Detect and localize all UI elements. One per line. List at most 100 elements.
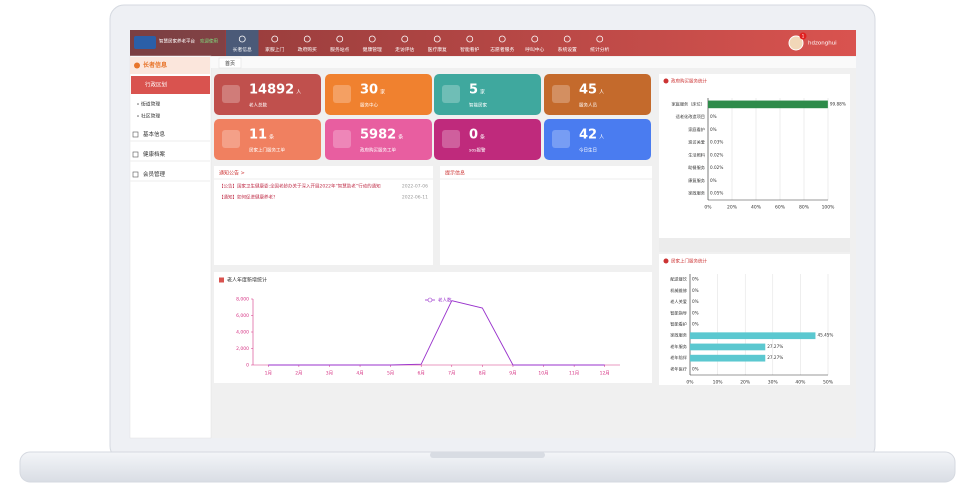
y-tick-label: 老年服务 <box>670 343 688 350</box>
nav-item[interactable]: 长者信息 <box>233 46 252 53</box>
chart-title: 政府购买服务统计 <box>671 78 707 85</box>
stat-card[interactable] <box>544 119 651 160</box>
title-icon <box>219 277 224 283</box>
nav-item[interactable]: 统计分析 <box>590 46 609 53</box>
nav-item[interactable]: 服务站点 <box>330 46 349 53</box>
card-value: 30 <box>360 83 378 98</box>
y-tick-label: 助餐服务 <box>688 164 706 171</box>
card-icon <box>552 130 570 148</box>
stat-card[interactable] <box>434 74 541 115</box>
laptop-notch <box>430 452 545 458</box>
value-label: 0.02% <box>710 165 723 170</box>
card-unit: 人 <box>599 90 604 96</box>
card-label: sos报警 <box>469 147 486 154</box>
y-tick-label: 2,000 <box>236 346 249 352</box>
nav-item[interactable]: 志愿者服务 <box>490 46 514 53</box>
y-tick-label: 适老化改造项目 <box>676 113 705 120</box>
value-label: 27.27% <box>767 344 783 349</box>
stat-card[interactable] <box>544 74 651 115</box>
stat-card[interactable] <box>325 74 432 115</box>
line-panel <box>214 272 652 383</box>
badge-count: 1 <box>802 33 805 38</box>
x-tick-label: 0% <box>704 205 712 211</box>
bar <box>690 332 816 340</box>
x-tick-label: 60% <box>775 205 786 211</box>
sidebar-icon <box>132 151 139 158</box>
nav-item[interactable]: 呼叫中心 <box>525 46 544 53</box>
chart-title: 居家上门服务统计 <box>671 258 707 265</box>
sidebar <box>129 55 212 439</box>
card-unit: 人 <box>296 90 301 96</box>
value-label: 0.03% <box>710 140 723 145</box>
card-value: 11 <box>249 128 267 143</box>
stat-card[interactable] <box>214 119 321 160</box>
x-tick-label: 40% <box>751 205 762 211</box>
y-tick-label: 老年医疗 <box>670 365 687 372</box>
sidebar-title: 长者信息 <box>143 61 167 69</box>
value-label: 0.05% <box>710 191 723 196</box>
bar <box>708 100 828 109</box>
nav-icon <box>596 35 604 43</box>
nav-item[interactable]: 系统设置 <box>558 46 577 53</box>
nav-item[interactable]: 家服上门 <box>265 46 284 53</box>
card-value: 5982 <box>360 128 396 143</box>
nav-icon <box>498 35 506 43</box>
card-label: 老人总数 <box>249 102 267 109</box>
logo <box>134 36 156 49</box>
alert-title: 提示信息 <box>445 170 465 177</box>
stat-card[interactable] <box>325 119 432 160</box>
card-icon <box>552 85 570 103</box>
value-label: 0% <box>692 310 699 315</box>
card-label: 服务人员 <box>579 102 597 109</box>
nav-icon <box>303 35 311 43</box>
sidebar-active[interactable] <box>131 76 210 94</box>
notice-text[interactable]: 【通知】如何促进健康养老? <box>219 194 276 201</box>
card-value: 45 <box>579 83 597 98</box>
nav-item[interactable]: 政府购买 <box>298 46 317 53</box>
y-tick-label: 智能看护 <box>670 321 687 328</box>
y-tick-label: 4,000 <box>236 330 249 336</box>
bar <box>690 354 766 362</box>
value-label: 0% <box>692 322 699 327</box>
avatar[interactable] <box>788 35 804 51</box>
panel-footer <box>659 238 850 252</box>
nav-icon <box>466 35 474 43</box>
tab[interactable] <box>218 57 242 69</box>
nav-item[interactable]: 医疗康复 <box>428 46 447 53</box>
alert-panel <box>440 166 652 265</box>
card-label: 智能居家 <box>469 102 487 109</box>
sidebar-item[interactable]: 基本信息 <box>143 130 166 138</box>
sidebar-subitem[interactable]: 社区管理 <box>141 113 160 120</box>
nav-item[interactable]: 智能看护 <box>460 46 479 53</box>
sidebar-item[interactable]: 行政区划 <box>145 81 167 89</box>
value-label: 99.88% <box>830 101 846 106</box>
y-tick-label: 家政服务 <box>670 332 688 339</box>
sidebar-subitem[interactable]: 街道管理 <box>141 101 160 108</box>
x-tick-label: 20% <box>740 380 751 386</box>
nav-item[interactable]: 走访评估 <box>395 46 414 53</box>
nav-icon <box>271 35 279 43</box>
value-label: 0% <box>692 288 699 293</box>
nav-icon <box>401 35 409 43</box>
nav-item[interactable]: 健康管理 <box>363 46 382 53</box>
card-label: 今日生日 <box>579 147 597 154</box>
card-unit: 家 <box>480 89 485 96</box>
nav-icon <box>368 35 376 43</box>
brand-badge: 欢迎使用 <box>200 38 218 45</box>
y-tick-label: 配送餐饮 <box>670 276 688 283</box>
value-label: 0% <box>710 178 717 183</box>
legend-label[interactable]: 老人数 <box>438 297 452 304</box>
stat-card[interactable] <box>434 119 541 160</box>
notice-title[interactable]: 通知公告 > <box>219 170 245 177</box>
card-value: 0 <box>469 128 478 143</box>
card-icon <box>442 85 460 103</box>
stat-card[interactable] <box>214 74 321 115</box>
notice-text[interactable]: 【公告】国家卫生健康委:全国老龄办关于深入开展2022年“智慧助老”行动的通知 <box>219 183 381 190</box>
nav-icon <box>238 35 246 43</box>
user-name[interactable]: hdzonghui <box>808 41 837 47</box>
sidebar-item[interactable]: 健康档案 <box>143 150 166 158</box>
x-tick-label: 5月 <box>387 371 394 377</box>
tab-label[interactable]: 首页 <box>225 60 235 67</box>
value-label: 0.02% <box>710 152 723 157</box>
sidebar-item[interactable]: 会员管理 <box>143 170 166 178</box>
